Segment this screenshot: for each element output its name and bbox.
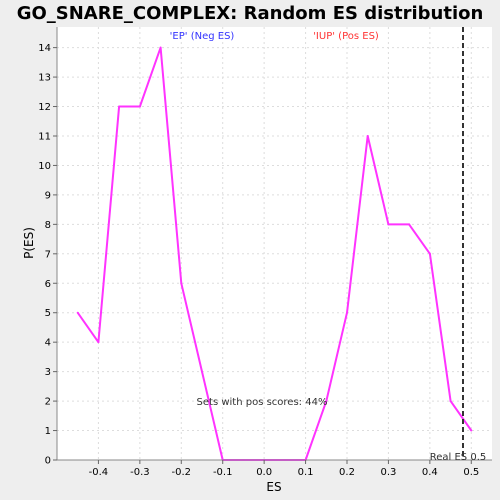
x-tick-label: -0.2 (172, 467, 192, 478)
x-tick-label: 0.3 (380, 467, 396, 478)
x-tick-label: 0.4 (422, 467, 438, 478)
data-point (76, 311, 79, 314)
data-point (387, 223, 390, 226)
x-tick-label: -0.4 (89, 467, 109, 478)
data-point (346, 311, 348, 314)
x-tick-label: -0.3 (130, 467, 150, 478)
y-tick-label: 3 (45, 367, 51, 378)
plot-area (57, 27, 492, 460)
x-tick-label: 0.0 (256, 467, 272, 478)
data-point (180, 282, 183, 285)
data-point (159, 46, 162, 49)
data-point (97, 341, 100, 344)
data-point (138, 105, 141, 108)
y-tick-label: 7 (45, 249, 51, 260)
y-axis-label: P(ES) (22, 227, 36, 259)
data-point (118, 105, 121, 108)
x-tick-label: 0.1 (298, 467, 314, 478)
data-point (449, 400, 452, 403)
neg-es-label: 'EP' (Neg ES) (170, 31, 235, 42)
data-point (408, 223, 411, 226)
y-tick-label: 6 (45, 279, 51, 290)
data-point (428, 252, 431, 255)
y-tick-label: 11 (38, 131, 51, 142)
pos-es-label: 'IUP' (Pos ES) (313, 31, 379, 42)
x-tick-label: -0.1 (213, 467, 233, 478)
x-tick-label: 0.5 (463, 467, 479, 478)
y-tick-label: 9 (45, 190, 51, 201)
x-axis-label: ES (266, 480, 281, 494)
real-es-label: Real ES 0.5 (430, 452, 486, 463)
data-point (470, 429, 473, 432)
y-tick-label: 5 (45, 308, 51, 319)
y-tick-label: 13 (38, 73, 51, 84)
y-tick-label: 12 (38, 102, 51, 113)
sets-pos-scores-label: Sets with pos scores: 44% (197, 397, 328, 408)
y-tick-label: 10 (38, 161, 51, 172)
data-point (201, 370, 203, 373)
y-tick-label: 0 (45, 456, 51, 467)
x-tick-label: 0.2 (339, 467, 355, 478)
data-point (366, 134, 369, 137)
y-tick-label: 4 (45, 338, 51, 349)
y-tick-label: 8 (45, 220, 51, 231)
y-tick-label: 1 (45, 426, 51, 437)
gridlines (57, 27, 492, 461)
y-tick-label: 14 (38, 43, 51, 54)
chart-title: GO_SNARE_COMPLEX: Random ES distribution (17, 3, 484, 24)
x-axis-ticks: -0.4 -0.3 -0.2 -0.1 0.0 0.1 0.2 0.3 0.4 0.5 (89, 460, 479, 478)
y-tick-label: 2 (45, 397, 51, 408)
data-point (325, 400, 328, 403)
